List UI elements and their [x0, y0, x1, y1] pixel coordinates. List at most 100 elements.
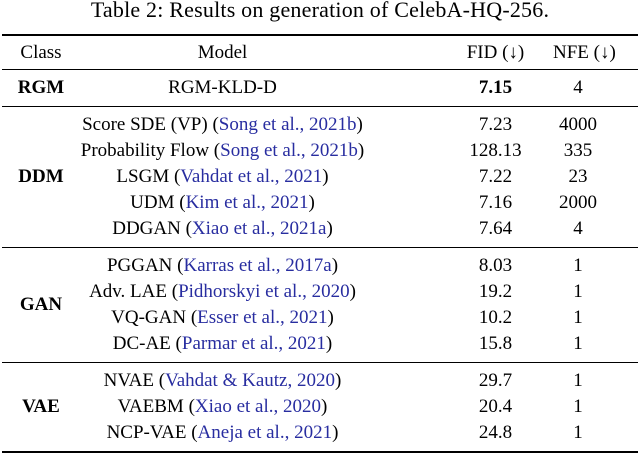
- nfe-value: 335: [563, 140, 593, 161]
- model-name: VQ-GAN: [111, 307, 187, 328]
- open-paren: (: [191, 422, 198, 443]
- section-ddm: DDM Score SDE (VP) (Song et al., 2021b) 7…: [2, 107, 638, 247]
- citation-link[interactable]: Kim et al., 2021: [185, 192, 309, 213]
- citation-link[interactable]: Xiao et al., 2020: [194, 396, 322, 417]
- fid-value: 20.4: [478, 396, 513, 417]
- open-paren: (: [171, 281, 179, 302]
- col-header-fid: FID (↓): [466, 41, 525, 63]
- model-name: LSGM: [116, 166, 170, 187]
- citation-link[interactable]: Pidhorskyi et al., 2020: [178, 281, 350, 302]
- fid-value: 7.15: [478, 77, 513, 98]
- model-name: RGM-KLD-D: [168, 77, 277, 98]
- close-paren: ): [357, 140, 365, 161]
- model-cell: DC-AE (Parmar et al., 2021): [80, 331, 365, 357]
- model-name: Probability Flow: [80, 140, 210, 161]
- fid-value: 8.03: [478, 255, 513, 276]
- model-cell: Probability Flow (Song et al., 2021b): [80, 138, 365, 164]
- close-paren: ): [334, 370, 342, 391]
- nfe-value: 4000: [559, 114, 597, 135]
- fid-value: 7.23: [478, 114, 513, 135]
- rule-below-rgm: [2, 106, 638, 107]
- model-cell: VQ-GAN (Esser et al., 2021): [80, 305, 365, 331]
- model-cell: RGM-KLD-D: [80, 75, 365, 101]
- fid-value: 7.16: [478, 192, 513, 213]
- model-name: DC-AE: [112, 333, 171, 354]
- model-name: PGGAN: [106, 255, 173, 276]
- model-cell: DDGAN (Xiao et al., 2021a): [80, 216, 365, 242]
- model-name: UDM: [130, 192, 175, 213]
- close-paren: ): [325, 333, 333, 354]
- nfe-value: 23: [568, 166, 588, 187]
- col-header-nfe: NFE (↓): [553, 41, 616, 63]
- citation-link[interactable]: Song et al., 2021b: [220, 140, 358, 161]
- model-cell: VAEBM (Xiao et al., 2020): [80, 394, 365, 420]
- model-cell: NVAE (Vahdat & Kautz, 2020): [80, 368, 365, 394]
- fid-value: 24.8: [478, 422, 513, 443]
- class-label-vae: VAE: [22, 396, 60, 417]
- model-name: Adv. LAE: [89, 281, 167, 302]
- citation-link[interactable]: Vahdat et al., 2021: [180, 166, 323, 187]
- citation-link[interactable]: Song et al., 2021b: [218, 114, 357, 135]
- rule-below-ddm: [2, 247, 638, 248]
- nfe-value: 1: [573, 333, 583, 354]
- model-cell: Adv. LAE (Pidhorskyi et al., 2020): [80, 279, 365, 305]
- open-paren: (: [213, 140, 221, 161]
- class-label-ddm: DDM: [18, 166, 64, 187]
- nfe-value: 1: [573, 396, 583, 417]
- model-cell: NCP-VAE (Aneja et al., 2021): [80, 420, 365, 446]
- citation-link[interactable]: Karras et al., 2017a: [183, 255, 332, 276]
- fid-value: 15.8: [478, 333, 513, 354]
- class-label-gan: GAN: [19, 294, 63, 315]
- close-paren: ): [322, 166, 329, 187]
- open-paren: (: [212, 114, 219, 135]
- fid-value: 10.2: [478, 307, 513, 328]
- nfe-value: 1: [573, 370, 583, 391]
- citation-link[interactable]: Aneja et al., 2021: [197, 422, 333, 443]
- fid-value: 29.7: [478, 370, 513, 391]
- model-name: Score SDE (VP): [82, 114, 208, 135]
- class-label-rgm: RGM: [17, 77, 65, 98]
- nfe-value: 4: [573, 77, 583, 98]
- open-paren: (: [177, 255, 184, 276]
- close-paren: ): [349, 281, 356, 302]
- nfe-value: 4: [573, 218, 583, 239]
- model-name: NCP-VAE: [106, 422, 187, 443]
- citation-link[interactable]: Xiao et al., 2021a: [191, 218, 327, 239]
- citation-link[interactable]: Vahdat & Kautz, 2020: [165, 370, 335, 391]
- results-table: Class Model FID (↓) NFE (↓) RGM RGM-KLD-…: [2, 34, 638, 453]
- col-header-class: Class: [20, 41, 62, 63]
- section-rgm: RGM RGM-KLD-D 7.15 4: [2, 70, 638, 106]
- model-name: VAEBM: [117, 396, 184, 417]
- fid-value: 128.13: [469, 140, 522, 161]
- close-paren: ): [356, 114, 363, 135]
- table-caption: Table 2: Results on generation of CelebA…: [90, 0, 550, 22]
- open-paren: (: [188, 396, 195, 417]
- open-paren: (: [179, 192, 186, 213]
- open-paren: (: [190, 307, 198, 328]
- close-paren: ): [332, 422, 339, 443]
- section-gan: GAN PGGAN (Karras et al., 2017a) 8.03 1 A…: [2, 248, 638, 362]
- rule-below-header: [2, 69, 638, 70]
- close-paren: ): [327, 307, 334, 328]
- close-paren: ): [308, 192, 315, 213]
- open-paren: (: [185, 218, 192, 239]
- close-paren: ): [321, 396, 328, 417]
- fid-value: 7.22: [478, 166, 513, 187]
- nfe-value: 1: [573, 422, 583, 443]
- citation-link[interactable]: Esser et al., 2021: [197, 307, 328, 328]
- nfe-value: 1: [573, 281, 583, 302]
- nfe-value: 2000: [559, 192, 597, 213]
- table-header-row: Class Model FID (↓) NFE (↓): [2, 36, 638, 69]
- close-paren: ): [331, 255, 339, 276]
- model-cell: LSGM (Vahdat et al., 2021): [80, 164, 365, 190]
- model-name: DDGAN: [112, 218, 181, 239]
- model-cell: UDM (Kim et al., 2021): [80, 190, 365, 216]
- model-cell: PGGAN (Karras et al., 2017a): [80, 253, 365, 279]
- citation-link[interactable]: Parmar et al., 2021: [181, 333, 326, 354]
- model-cell: Score SDE (VP) (Song et al., 2021b): [80, 112, 365, 138]
- open-paren: (: [175, 333, 182, 354]
- close-paren: ): [326, 218, 333, 239]
- open-paren: (: [158, 370, 166, 391]
- open-paren: (: [173, 166, 181, 187]
- nfe-value: 1: [573, 255, 583, 276]
